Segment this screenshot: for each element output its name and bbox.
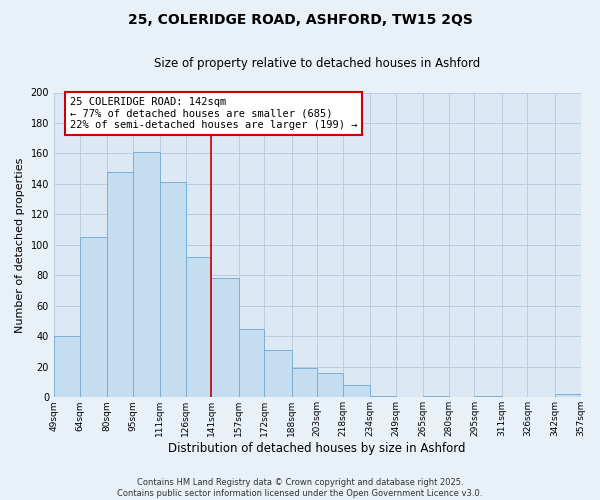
Bar bbox=[54, 336, 80, 398]
Bar bbox=[343, 385, 370, 398]
Bar bbox=[292, 368, 317, 398]
Y-axis label: Number of detached properties: Number of detached properties bbox=[15, 157, 25, 332]
Text: 25, COLERIDGE ROAD, ASHFORD, TW15 2QS: 25, COLERIDGE ROAD, ASHFORD, TW15 2QS bbox=[128, 12, 472, 26]
Title: Size of property relative to detached houses in Ashford: Size of property relative to detached ho… bbox=[154, 58, 481, 70]
Text: 25 COLERIDGE ROAD: 142sqm
← 77% of detached houses are smaller (685)
22% of semi: 25 COLERIDGE ROAD: 142sqm ← 77% of detac… bbox=[70, 97, 357, 130]
X-axis label: Distribution of detached houses by size in Ashford: Distribution of detached houses by size … bbox=[169, 442, 466, 455]
Bar bbox=[80, 238, 107, 398]
Bar bbox=[370, 396, 396, 398]
Bar bbox=[133, 152, 160, 398]
Bar bbox=[423, 396, 449, 398]
Bar bbox=[211, 278, 239, 398]
Bar bbox=[239, 328, 264, 398]
Bar bbox=[264, 350, 292, 398]
Bar bbox=[185, 257, 211, 398]
Text: Contains HM Land Registry data © Crown copyright and database right 2025.
Contai: Contains HM Land Registry data © Crown c… bbox=[118, 478, 482, 498]
Bar bbox=[160, 182, 185, 398]
Bar bbox=[555, 394, 581, 398]
Bar bbox=[317, 373, 343, 398]
Bar bbox=[107, 172, 133, 398]
Bar bbox=[475, 396, 502, 398]
